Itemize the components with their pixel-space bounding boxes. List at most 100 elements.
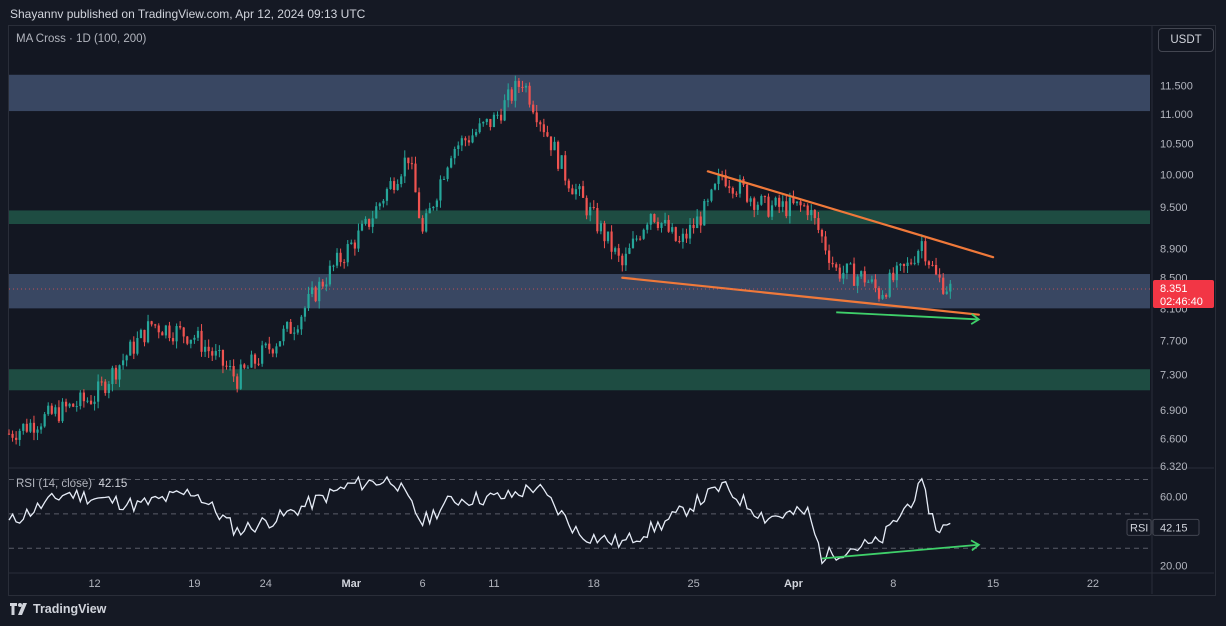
candle-body: [410, 163, 414, 165]
candle-body: [93, 401, 96, 404]
candle-body: [913, 262, 916, 264]
candle-body: [261, 345, 264, 364]
currency-selector[interactable]: USDT: [1158, 28, 1214, 52]
candle-body: [214, 350, 217, 356]
candle-body: [143, 329, 146, 343]
candle-body: [792, 197, 795, 204]
candle-body: [499, 114, 503, 121]
price-divergence-arrowhead: [970, 313, 981, 325]
candle-body: [546, 132, 549, 137]
price-tick-label: 6.600: [1160, 433, 1188, 445]
rsi-indicator-label[interactable]: RSI (14, close) 42.15: [16, 478, 127, 490]
candle-body: [164, 325, 167, 336]
candle-body: [799, 201, 802, 206]
candle-body: [699, 216, 702, 226]
candle-body: [450, 158, 453, 168]
candle-body: [125, 355, 128, 361]
time-tick-label: Mar: [342, 578, 362, 590]
candle-body: [603, 223, 606, 242]
candle-body: [713, 183, 717, 190]
candle-body: [507, 89, 510, 101]
candle-body: [820, 229, 824, 237]
time-tick-label: 19: [188, 578, 200, 590]
ma-cross-indicator-label[interactable]: MA Cross · 1D (100, 200): [16, 33, 147, 45]
candle-body: [460, 138, 463, 146]
candle-body: [478, 123, 481, 133]
rsi-label-text: RSI (14, close): [16, 478, 93, 490]
candle-body: [553, 141, 556, 151]
candle-body: [756, 204, 759, 210]
candle-body: [927, 261, 931, 265]
rsi-label-value: 42.15: [98, 478, 128, 490]
candle-body: [606, 231, 610, 242]
candle-body: [639, 238, 642, 240]
candle-body: [286, 321, 289, 329]
candle-body: [243, 364, 246, 368]
candle-body: [774, 197, 777, 206]
candle-body: [524, 85, 528, 88]
candle-body: [749, 198, 752, 202]
rsi-line: [8, 475, 951, 565]
candle-body: [246, 367, 250, 369]
bar-countdown: 02:46:40: [1160, 296, 1203, 308]
candle-body: [510, 89, 513, 101]
candle-body: [328, 265, 332, 285]
candle-body: [179, 326, 182, 328]
candle-body: [496, 114, 499, 116]
candle-body: [485, 118, 488, 123]
candle-body: [100, 381, 103, 383]
time-tick-label: 25: [687, 578, 699, 590]
candle-body: [293, 332, 296, 334]
candle-body: [453, 148, 456, 159]
candle-body: [257, 363, 260, 365]
candle-body: [29, 422, 32, 432]
candle-body: [674, 227, 677, 241]
candle-body: [221, 349, 225, 366]
candle-body: [310, 287, 314, 294]
candle-body: [877, 288, 881, 299]
candle-body: [396, 184, 399, 190]
candle-body: [874, 279, 877, 289]
candle-body: [239, 364, 242, 389]
candle-body: [350, 242, 353, 245]
candle-body: [435, 200, 438, 207]
candle-body: [57, 407, 61, 422]
candle-body: [503, 100, 506, 121]
candle-body: [767, 196, 770, 217]
candle-body: [368, 218, 371, 227]
price-tick-label: 11.500: [1160, 81, 1193, 93]
candle-body: [945, 291, 948, 294]
candle-body: [204, 346, 207, 352]
candle-body: [717, 174, 720, 184]
candle-body: [464, 138, 467, 141]
candle-body: [428, 208, 431, 214]
candle-body: [72, 403, 75, 407]
candle-body: [339, 252, 342, 263]
candle-body: [375, 206, 378, 219]
price-tick-label: 10.500: [1160, 139, 1194, 151]
candle-body: [392, 181, 396, 190]
candle-body: [139, 329, 143, 339]
candle-body: [781, 201, 784, 207]
candle-body: [735, 193, 738, 195]
chart-frame[interactable]: [8, 25, 1216, 596]
candle-body: [474, 132, 478, 136]
candle-body: [471, 135, 474, 143]
time-tick-label: 18: [588, 578, 600, 590]
rsi-value-badge-text: 42.15: [1160, 522, 1188, 534]
candle-body: [628, 247, 631, 254]
candle-body: [692, 224, 695, 229]
candle-body: [492, 114, 496, 128]
candle-body: [770, 205, 774, 217]
candle-body: [813, 210, 816, 219]
tradingview-logo[interactable]: TradingView: [10, 602, 106, 616]
time-tick-label: 6: [420, 578, 426, 590]
candle-body: [845, 263, 849, 273]
candle-body: [207, 346, 210, 352]
candle-body: [300, 316, 303, 330]
candle-body: [432, 206, 435, 209]
candle-body: [136, 338, 139, 354]
candle-body: [860, 271, 863, 277]
candle-body: [899, 263, 902, 266]
